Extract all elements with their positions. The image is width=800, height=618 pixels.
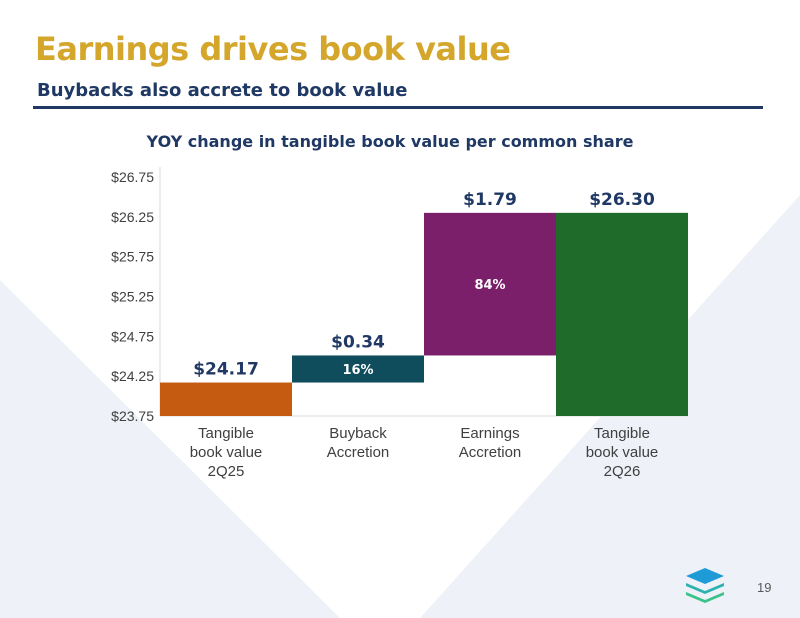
y-tick-label: $24.75 [111,328,154,344]
data-label: $0.34 [331,332,385,352]
y-tick-label: $23.75 [111,408,154,424]
x-tick-label: Accretion [459,444,522,461]
x-tick-label: Buyback [329,425,387,442]
y-tick-label: $25.25 [111,289,154,305]
x-tick-label: Earnings [460,425,519,442]
chart-title: YOY change in tangible book value per co… [146,132,634,151]
stacked-layers-logo-icon [686,568,724,603]
data-label: $26.30 [589,190,655,210]
bar [292,355,424,383]
x-tick-label: Tangible [594,425,650,442]
x-tick-label: Tangible [198,425,254,442]
slide-subtitle: Buybacks also accrete to book value [37,80,408,101]
y-tick-label: $26.75 [111,169,154,185]
y-tick-label: $24.25 [111,368,154,384]
x-tick-label: 2Q26 [604,463,641,480]
share-label: 84% [474,278,505,293]
data-label: $24.17 [193,360,259,380]
y-tick-label: $26.25 [111,209,154,225]
bar [556,212,688,416]
title-divider [33,106,763,109]
data-label: $1.79 [463,190,517,210]
bar [160,382,292,416]
page-number: 19 [757,580,772,595]
slide-title: Earnings drives book value [35,30,511,68]
background-shape-left [0,280,340,618]
bar [424,212,556,356]
x-tick-label: Accretion [327,444,390,461]
y-tick-label: $25.75 [111,249,154,265]
x-tick-label: book value [190,444,263,461]
x-tick-label: 2Q25 [208,463,245,480]
share-label: 16% [342,363,373,378]
x-tick-label: book value [586,444,659,461]
